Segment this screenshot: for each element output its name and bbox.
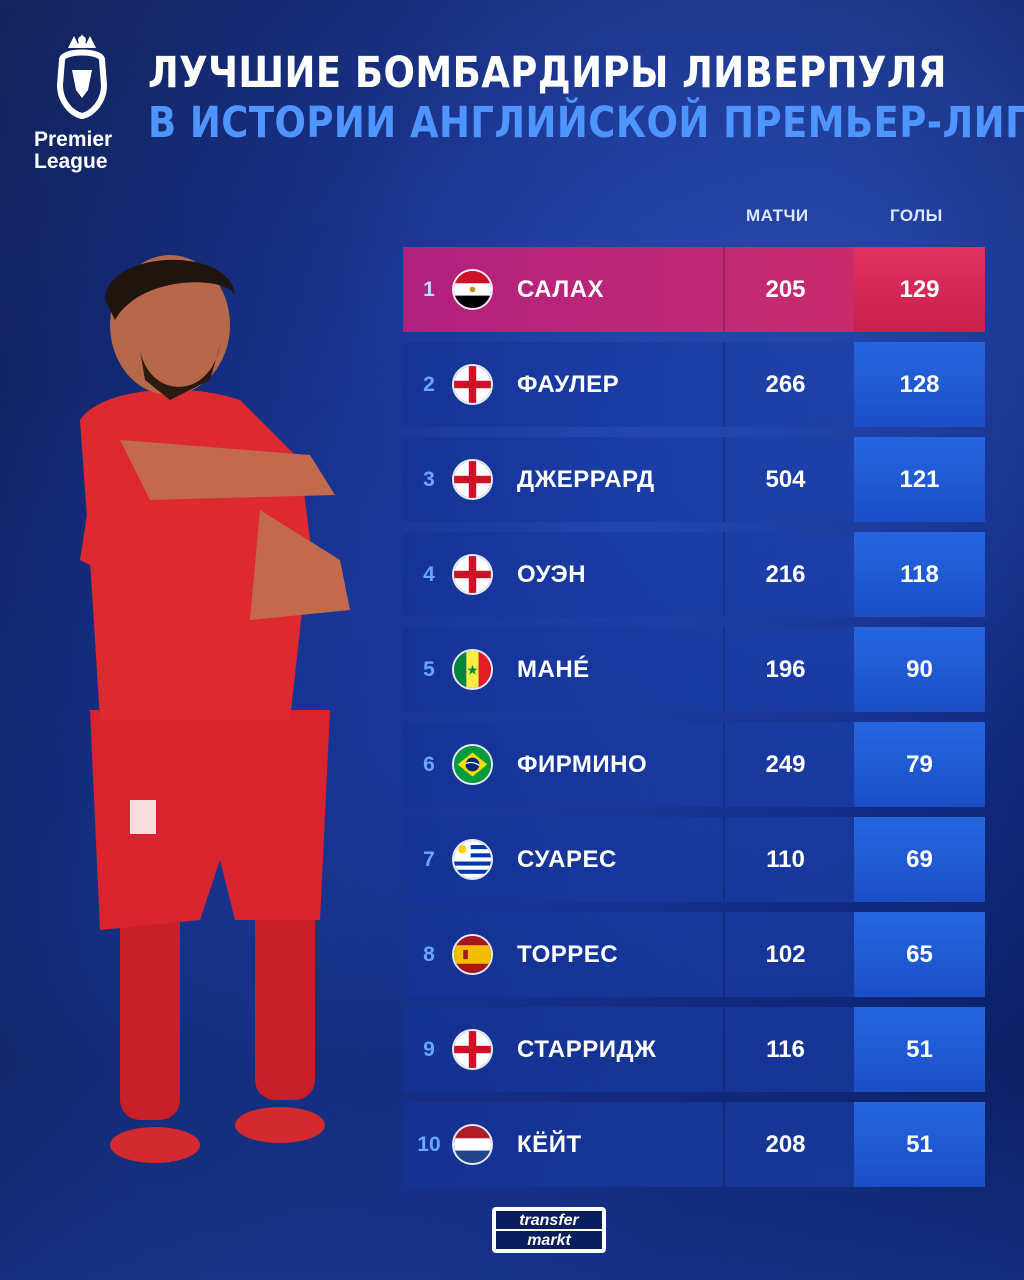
matches-value: 205 — [765, 275, 806, 303]
matches-value: 249 — [765, 750, 806, 778]
column-divider — [723, 627, 725, 712]
matches-value: 216 — [765, 560, 806, 588]
rank-number: 3 — [423, 467, 435, 491]
matches-value: 266 — [765, 370, 806, 398]
column-divider — [723, 1102, 725, 1187]
page-title: ЛУЧШИЕ БОМБАРДИРЫ ЛИВЕРПУЛЯ — [148, 48, 947, 98]
column-header-goals: ГОЛЫ — [890, 206, 943, 225]
goals-value: 69 — [854, 817, 985, 902]
rank-number: 5 — [423, 657, 435, 681]
lion-crest-icon — [56, 34, 108, 120]
column-divider — [723, 817, 725, 902]
uruguay-flag-icon — [452, 839, 493, 880]
player-name: КЁЙТ — [517, 1130, 582, 1158]
player-name: ДЖЕРРАРД — [517, 465, 655, 493]
column-divider — [723, 437, 725, 522]
matches-value: 110 — [766, 845, 805, 873]
player-name: ОУЭН — [517, 560, 587, 588]
player-name: ФИРМИНО — [517, 750, 648, 778]
england-flag-icon — [452, 364, 493, 405]
netherlands-flag-icon — [452, 1124, 493, 1165]
column-divider — [723, 722, 725, 807]
rank-number: 10 — [417, 1132, 441, 1156]
spain-flag-icon — [452, 934, 493, 975]
matches-value: 102 — [765, 940, 806, 968]
table-row: 4 ОУЭН 216 118 — [403, 532, 985, 617]
rank-number: 8 — [423, 942, 435, 966]
table-row: 6 ФИРМИНО 249 79 — [403, 722, 985, 807]
brazil-flag-icon — [452, 744, 493, 785]
transfermarkt-logo: transfer markt — [492, 1207, 606, 1253]
rank-number: 6 — [423, 752, 435, 776]
column-divider — [723, 912, 725, 997]
player-name: САЛАХ — [517, 275, 605, 303]
column-divider — [723, 247, 725, 332]
logo-text-premier: Premier — [34, 128, 113, 151]
england-flag-icon — [452, 459, 493, 500]
player-name: ТОРРЕС — [517, 940, 619, 968]
goals-value: 65 — [854, 912, 985, 997]
egypt-flag-icon — [452, 269, 493, 310]
column-header-matches: МАТЧИ — [746, 206, 809, 225]
table-row: 2 ФАУЛЕР 266 128 — [403, 342, 985, 427]
rank-number: 4 — [423, 562, 435, 586]
goals-value: 90 — [854, 627, 985, 712]
premier-league-logo: Premier League — [34, 30, 134, 173]
matches-value: 196 — [765, 655, 806, 683]
goals-value: 118 — [854, 532, 985, 617]
goals-value: 129 — [854, 247, 985, 332]
transfermarkt-line1: transfer — [519, 1212, 579, 1229]
scorers-table: 1 САЛАХ 205 129 2 ФАУЛЕР 266 128 3 ДЖЕРРАРД 504 121… — [403, 247, 985, 1197]
goals-value: 51 — [854, 1007, 985, 1092]
player-name: ФАУЛЕР — [517, 370, 620, 398]
england-flag-icon — [452, 554, 493, 595]
england-flag-icon — [452, 1029, 493, 1070]
column-divider — [723, 342, 725, 427]
transfermarkt-line2: markt — [527, 1232, 571, 1249]
logo-text-league: League — [34, 150, 108, 173]
goals-value: 128 — [854, 342, 985, 427]
table-row: 3 ДЖЕРРАРД 504 121 — [403, 437, 985, 522]
matches-value: 504 — [765, 465, 806, 493]
rank-number: 7 — [423, 847, 435, 871]
column-divider — [723, 1007, 725, 1092]
page-subtitle: В ИСТОРИИ АНГЛИЙСКОЙ ПРЕМЬЕР-ЛИГИ — [148, 98, 1024, 148]
table-row: 5 МАНÉ 196 90 — [403, 627, 985, 712]
table-row: 1 САЛАХ 205 129 — [403, 247, 985, 332]
table-row: 10 КЁЙТ 208 51 — [403, 1102, 985, 1187]
player-name: МАНÉ — [517, 655, 590, 683]
matches-value: 208 — [765, 1130, 806, 1158]
rank-number: 1 — [423, 277, 435, 301]
player-name: СУАРЕС — [517, 845, 617, 873]
goals-value: 51 — [854, 1102, 985, 1187]
player-name: СТАРРИДЖ — [517, 1035, 657, 1063]
goals-value: 121 — [854, 437, 985, 522]
player-photo — [80, 255, 350, 1163]
rank-number: 9 — [423, 1037, 435, 1061]
matches-value: 116 — [766, 1035, 805, 1063]
table-row: 8 ТОРРЕС 102 65 — [403, 912, 985, 997]
rank-number: 2 — [423, 372, 435, 396]
goals-value: 79 — [854, 722, 985, 807]
table-row: 9 СТАРРИДЖ 116 51 — [403, 1007, 985, 1092]
senegal-flag-icon — [452, 649, 493, 690]
column-divider — [723, 532, 725, 617]
table-row: 7 СУАРЕС 110 69 — [403, 817, 985, 902]
